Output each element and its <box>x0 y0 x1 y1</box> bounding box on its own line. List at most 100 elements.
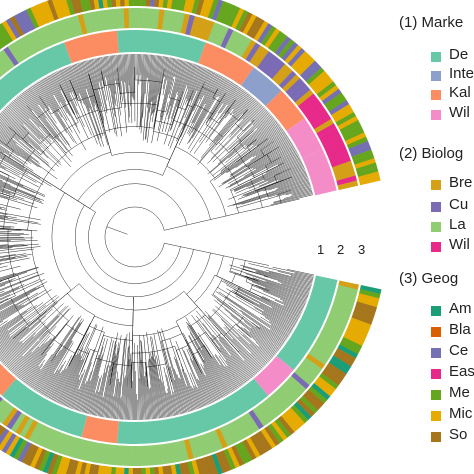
ring-segment <box>351 313 373 325</box>
ring-segment <box>227 421 242 443</box>
ring-segment <box>111 0 117 8</box>
ring-segment <box>303 101 323 118</box>
ring-segment <box>82 12 93 34</box>
ring-segment <box>349 317 372 330</box>
ring-segment <box>281 413 299 433</box>
legend-title-biological-status: (2) Biolog <box>399 145 464 162</box>
ring-segment <box>0 401 11 419</box>
ring-segment <box>165 443 174 464</box>
ring-segment <box>320 132 342 146</box>
ring-segment <box>216 26 229 47</box>
legend-label: La <box>449 216 466 233</box>
ring-segment <box>282 74 301 93</box>
ring-segment <box>116 378 269 444</box>
ring-segment <box>211 24 225 45</box>
ring-segment <box>294 89 314 107</box>
ring-segment <box>334 294 356 305</box>
ring-segment <box>0 363 17 396</box>
ring-segment <box>22 9 36 31</box>
ring-segment <box>299 395 319 414</box>
ring-segment <box>223 448 236 470</box>
ring-segment <box>311 383 331 401</box>
ring-segment <box>352 309 375 321</box>
ring-segment <box>9 15 25 37</box>
ring-segment <box>321 369 342 386</box>
ring-segment <box>66 0 75 16</box>
ring-segment <box>278 39 295 59</box>
ring-segment <box>97 465 104 474</box>
ring-segment <box>207 0 219 20</box>
ring-segment <box>0 43 3 50</box>
ring-segment <box>287 407 305 427</box>
ring-segment <box>335 170 356 182</box>
ring-segment <box>271 63 290 83</box>
ring-segment <box>128 8 135 29</box>
ring-segment <box>61 0 71 17</box>
ring-segment <box>21 443 36 465</box>
ring-segment <box>277 415 295 436</box>
ring-segment <box>29 446 43 469</box>
ring-segment <box>115 0 121 7</box>
ring-segment <box>314 118 334 134</box>
ring-segment <box>238 441 253 463</box>
ring-segment <box>207 454 219 474</box>
ring-segment <box>166 10 175 32</box>
ring-segment <box>306 105 326 122</box>
ring-segment <box>260 428 277 449</box>
ring-segment <box>296 398 315 417</box>
ring-segment <box>337 115 359 130</box>
ring-segment <box>356 166 379 178</box>
ring-segment <box>311 74 331 92</box>
ring-segment <box>323 137 344 151</box>
ring-segment <box>25 33 40 54</box>
ring-segment <box>2 407 18 427</box>
ring-segment <box>341 336 363 351</box>
ring-segment <box>290 404 309 424</box>
ring-segment <box>354 158 376 169</box>
ring-segment <box>71 437 82 459</box>
ring-segment <box>191 459 200 474</box>
ring-segment <box>335 348 356 363</box>
ring-segment <box>316 376 336 393</box>
ring-segment <box>267 395 285 415</box>
legend-swatch <box>431 180 441 190</box>
ring-segment <box>257 51 274 71</box>
ring-segment <box>195 458 205 474</box>
ring-segment <box>198 18 210 40</box>
ring-segment <box>328 359 349 375</box>
ring-segment <box>294 368 313 386</box>
ring-segment <box>0 430 13 451</box>
ring-segment <box>355 301 378 312</box>
ring-segment <box>26 7 40 29</box>
ring-segment <box>227 447 240 469</box>
ring-segment <box>267 30 284 51</box>
ring-segment <box>253 355 294 396</box>
ring-segment <box>56 456 67 474</box>
ring-segment <box>146 445 154 466</box>
ring-segment <box>274 418 291 438</box>
ring-segment <box>147 8 155 29</box>
ring-segment <box>287 375 307 394</box>
ring-segment <box>324 320 345 334</box>
ring-segment <box>58 19 70 41</box>
ring-number-1: 1 <box>317 242 324 257</box>
ring-segment <box>116 29 206 64</box>
ring-segment <box>249 45 265 65</box>
ring-segment <box>106 444 115 465</box>
ring-segment <box>270 392 289 411</box>
ring-segment <box>337 180 359 191</box>
ring-segment <box>206 431 219 453</box>
ring-segment <box>281 382 300 401</box>
ring-segment <box>34 448 47 470</box>
ring-segment <box>300 97 320 114</box>
ring-segment <box>319 373 339 390</box>
ring-segment <box>56 0 67 18</box>
ring-segment <box>170 464 177 474</box>
ring-segment <box>0 404 14 424</box>
legend-swatch <box>431 432 441 442</box>
ring-segment <box>179 0 186 12</box>
ring-segment <box>0 22 14 44</box>
tree-branches <box>0 53 315 421</box>
ring-segment <box>91 442 101 463</box>
ring-segment <box>0 424 3 430</box>
